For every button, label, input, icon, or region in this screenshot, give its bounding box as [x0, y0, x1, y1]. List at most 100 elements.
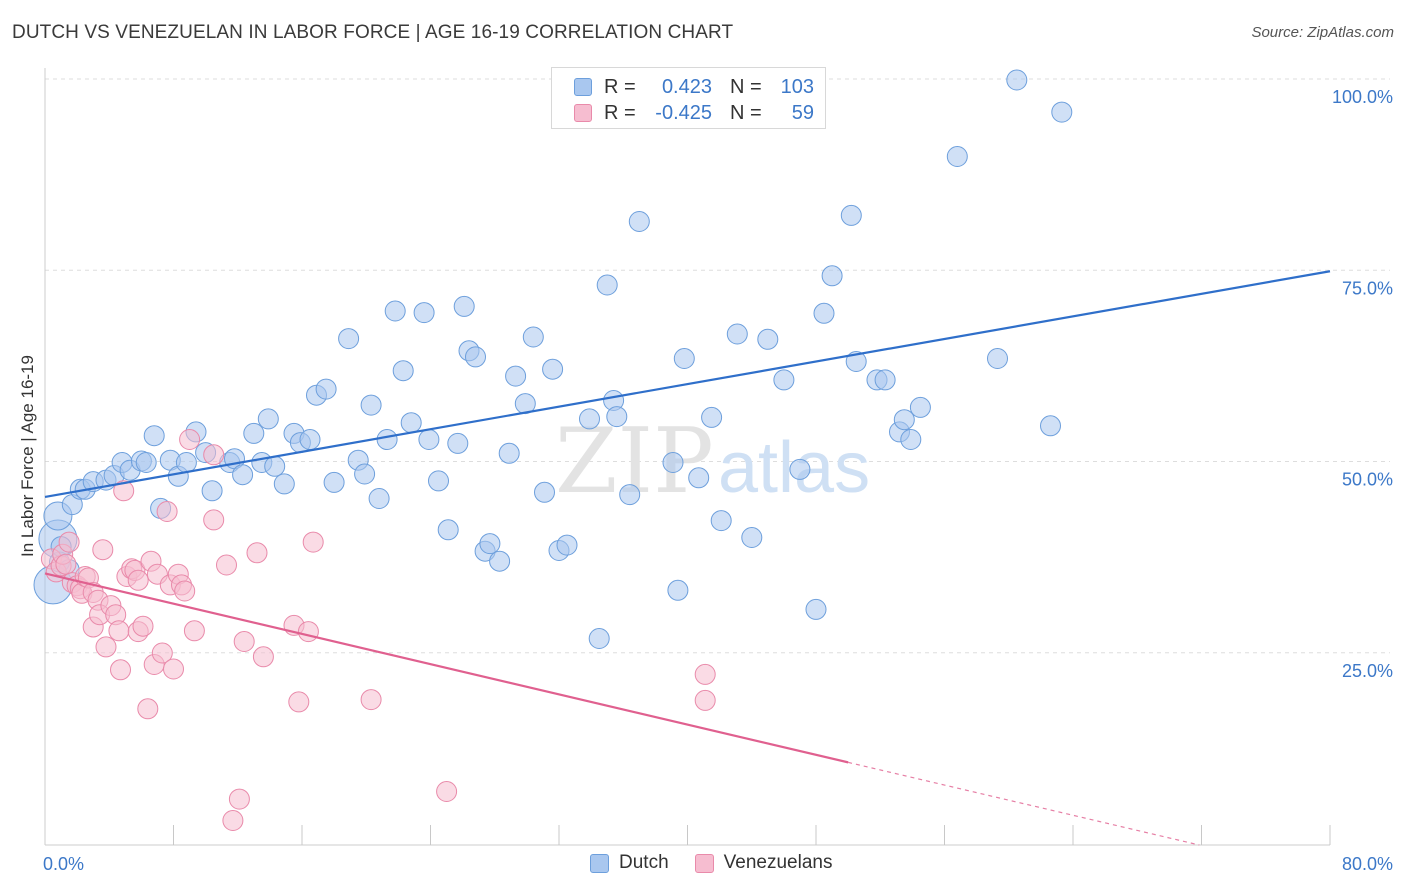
dutch-point — [465, 346, 486, 368]
legend-r-label: R = — [604, 75, 636, 98]
dutch-point — [522, 326, 544, 348]
series-label-dutch: Dutch — [619, 852, 669, 873]
dutch-point — [805, 598, 827, 620]
dutch-point — [726, 323, 748, 345]
y-tick-labels: 25.0% 50.0% 75.0% 100.0% — [1332, 87, 1393, 681]
dutch-points — [33, 69, 1073, 649]
dutch-point — [534, 481, 555, 503]
dutch-point — [909, 396, 931, 418]
venezuelan-point — [360, 689, 382, 711]
legend-row-venezuelans: R = -0.425 N = 59 — [574, 101, 814, 125]
venezuelan-point — [694, 663, 716, 685]
dutch-point — [701, 406, 723, 428]
dutch-point — [338, 328, 360, 350]
series-swatch-dutch — [590, 853, 609, 873]
venezuelan-point — [92, 539, 114, 561]
series-legend: Dutch Venezuelans — [590, 852, 858, 874]
venezuelan-point — [137, 698, 159, 720]
dutch-point — [667, 579, 689, 601]
legend-n-value: 103 — [780, 75, 814, 98]
y-tick-label: 75.0% — [1342, 278, 1393, 298]
trend-lines — [44, 270, 1331, 846]
dutch-point — [946, 146, 968, 167]
chart-title: DUTCH VS VENEZUELAN IN LABOR FORCE | AGE… — [12, 22, 734, 43]
dutch-point — [556, 534, 578, 556]
venezuelan-point — [174, 580, 196, 602]
gridlines — [45, 78, 1390, 654]
dutch-point — [1006, 69, 1028, 91]
venezuelan-point — [228, 788, 250, 810]
dutch-point — [606, 406, 628, 428]
dutch-point — [498, 442, 520, 464]
dutch-point — [489, 550, 511, 572]
dutch-point — [400, 412, 422, 434]
legend-swatch-venezuelans — [574, 104, 592, 122]
dutch-trend-line — [44, 270, 1331, 499]
legend-swatch-dutch — [574, 78, 592, 96]
series-swatch-venezuelans — [694, 853, 714, 873]
venezuelan-point — [127, 569, 149, 591]
dutch-point — [143, 425, 165, 447]
dutch-point — [845, 351, 867, 372]
x-ticks — [173, 825, 1331, 845]
dutch-point — [874, 369, 896, 391]
dutch-point — [840, 204, 862, 226]
dutch-point — [232, 464, 254, 486]
series-legend-dutch[interactable]: Dutch — [590, 852, 669, 874]
venezuelan-point — [246, 542, 268, 564]
venezuelan-point — [95, 636, 117, 658]
dutch-point — [243, 422, 265, 444]
dutch-point — [376, 429, 398, 450]
dutch-point — [789, 458, 811, 480]
dutch-point — [1051, 101, 1073, 123]
dutch-point — [588, 628, 610, 649]
y-tick-label: 100.0% — [1332, 87, 1393, 107]
venezuelan-point — [297, 621, 319, 643]
source-label: Source: ZipAtlas.com — [1251, 24, 1394, 41]
venezuelan-point — [132, 615, 154, 637]
venezuelan-point — [216, 554, 237, 576]
dutch-point — [900, 429, 922, 450]
venezuelan-point — [55, 553, 77, 575]
venezuelan-point — [288, 691, 310, 713]
dutch-point — [596, 274, 618, 296]
legend-n-value: 59 — [791, 101, 814, 124]
dutch-point — [741, 527, 763, 548]
dutch-point — [354, 463, 376, 485]
dutch-point — [619, 484, 641, 506]
dutch-point — [893, 409, 915, 431]
x-tick-label: 0.0% — [43, 854, 84, 874]
dutch-point — [662, 452, 684, 473]
dutch-point — [368, 488, 390, 509]
venezuelan-point — [108, 620, 130, 642]
venezuelan-point — [233, 631, 255, 652]
x-tick-label: 80.0% — [1342, 854, 1393, 874]
dutch-point — [437, 519, 459, 541]
y-tick-label: 25.0% — [1342, 661, 1393, 681]
venezuelan-point — [156, 501, 178, 522]
dutch-point — [428, 470, 449, 492]
dutch-point — [710, 510, 732, 532]
dutch-point — [360, 394, 382, 416]
venezuelan-point — [163, 658, 184, 680]
legend-r-label: R = — [604, 101, 636, 124]
dutch-point — [447, 432, 469, 454]
venezuelan-point — [113, 480, 135, 502]
series-legend-venezuelans[interactable]: Venezuelans — [694, 852, 832, 874]
venezuelan-point — [203, 444, 225, 466]
dutch-point — [542, 358, 564, 380]
dutch-point — [201, 480, 223, 502]
dutch-point — [315, 378, 337, 400]
legend-row-dutch: R = 0.423 N = 103 — [574, 75, 814, 99]
dutch-point — [688, 467, 710, 489]
venezuelan-point — [252, 646, 274, 668]
dutch-point — [175, 452, 197, 473]
dutch-point — [384, 300, 406, 322]
dutch-point — [479, 533, 501, 555]
legend-n-label: N = — [730, 101, 762, 124]
dutch-point — [813, 302, 835, 324]
venezuelan-trend-line — [44, 572, 849, 764]
dutch-point — [673, 348, 695, 369]
dutch-point — [757, 328, 779, 350]
